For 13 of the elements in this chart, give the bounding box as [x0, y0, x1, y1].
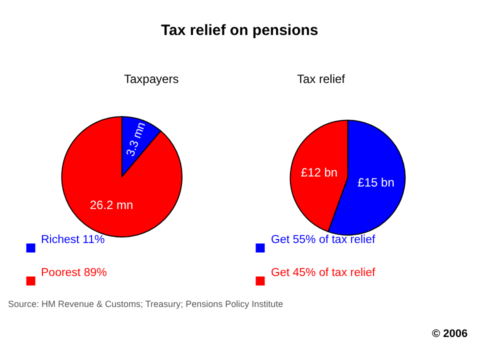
- legend-label: Richest 11%: [41, 234, 105, 246]
- legend-label: Get 55% of tax relief: [271, 234, 376, 246]
- legend-label: Poorest 89%: [41, 267, 107, 279]
- chart-subtitle: Tax relief: [297, 72, 346, 86]
- data-label: 3.3 mn: [124, 120, 148, 158]
- data-label: 26.2 mn: [90, 198, 134, 212]
- text: Tax relief on pensions: [161, 22, 318, 39]
- chart-subtitle: Taxpayers: [124, 72, 179, 86]
- text: © 2006: [432, 328, 468, 340]
- legend-label: Get 45% of tax relief: [271, 267, 376, 279]
- data-label: £12 bn: [300, 166, 338, 180]
- source-note: Source: HM Revenue & Customs; Treasury; Pensions Policy Institute: [8, 299, 284, 309]
- data-label: £15 bn: [358, 176, 394, 190]
